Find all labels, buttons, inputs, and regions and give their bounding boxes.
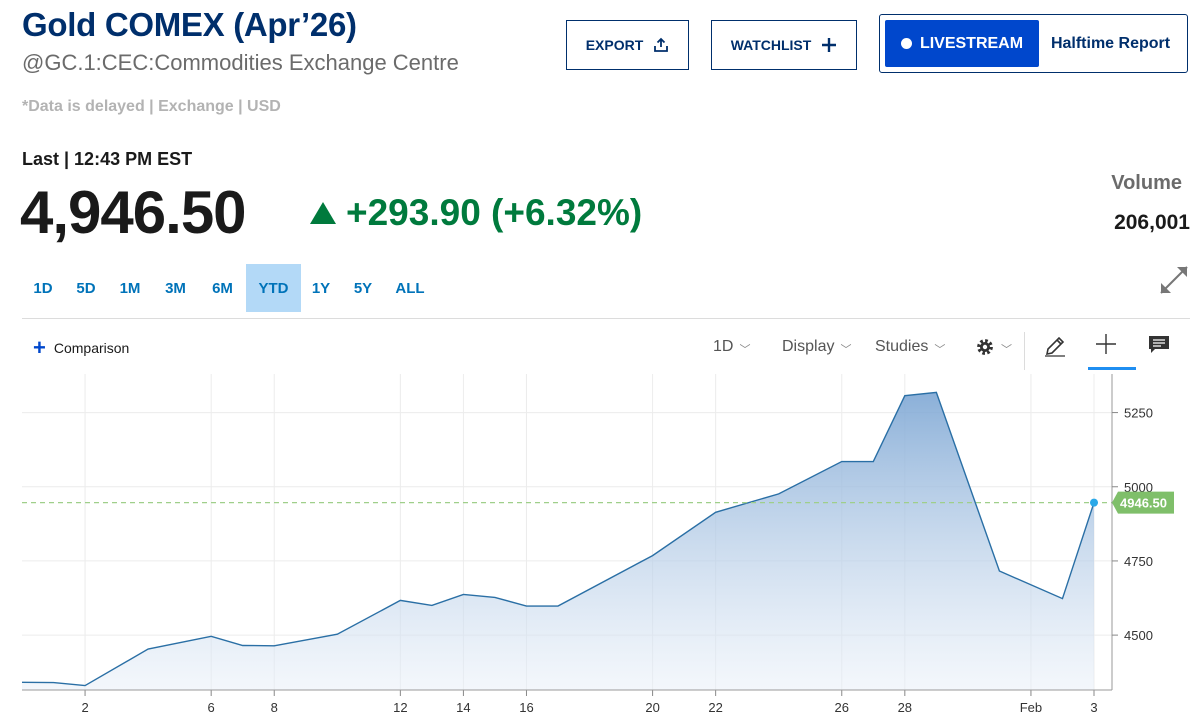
last-trade-label: Last | 12:43 PM EST [22,149,193,169]
display-label: Display [782,338,835,355]
export-button[interactable]: EXPORT [566,20,689,70]
studies-dropdown[interactable]: Studies ﹀ [875,337,945,357]
price-change: +293.90 (+6.32%) [346,192,643,233]
watchlist-label: WATCHLIST [730,37,812,53]
pencil-icon[interactable] [1043,334,1067,358]
volume-label: Volume [1111,172,1182,194]
last-price-tag-label: 4946.50 [1120,496,1167,511]
range-1m[interactable]: 1M [119,279,141,297]
halftime-report-link[interactable]: Halftime Report [1050,34,1171,52]
x-tick-label: 16 [519,700,533,715]
range-5d[interactable]: 5D [76,279,96,297]
x-tick-label: 12 [393,700,407,715]
interval-dropdown[interactable]: 1D ﹀ [713,337,750,357]
gear-icon [977,339,993,355]
x-tick-label: 3 [1090,700,1097,715]
chevron-down-icon: ﹀ [1001,344,1012,356]
display-dropdown[interactable]: Display ﹀ [782,337,851,357]
expand-icon[interactable] [1158,264,1190,296]
page-title: Gold COMEX (Apr’26) [22,6,357,43]
up-arrow-icon [310,202,336,224]
range-selector: 1D 5D 1M 3M 6M YTD 1Y 5Y ALL [22,264,435,312]
x-tick-label: 22 [708,700,722,715]
active-tool-indicator [1088,367,1136,370]
livestream-button[interactable]: LIVESTREAM [885,20,1039,67]
range-5y[interactable]: 5Y [353,279,373,297]
last-price-tag [1112,491,1174,514]
livestream-label: LIVESTREAM [919,34,1024,52]
chevron-down-icon: ﹀ [840,344,852,356]
x-tick-label: Feb [1020,700,1042,715]
range-6m[interactable]: 6M [212,279,233,297]
crosshair-icon[interactable] [1095,333,1117,355]
x-tick-label: 28 [898,700,912,715]
studies-label: Studies [875,338,929,355]
x-tick-label: 8 [271,700,278,715]
x-tick-label: 6 [208,700,215,715]
plus-icon [822,38,837,52]
volume-value: 206,001 [1114,211,1190,234]
range-all[interactable]: ALL [395,279,425,297]
x-tick-label: 2 [81,700,88,715]
y-tick-label: 5250 [1124,406,1153,421]
export-label: EXPORT [585,37,644,53]
toolbar-separator [1024,332,1025,370]
symbol-subtitle: @GC.1:CEC:Commodities Exchange Centre [22,50,459,75]
price-area [22,392,1094,690]
price-line [21,391,1095,687]
watchlist-button[interactable]: WATCHLIST [711,20,857,70]
chevron-down-icon: ﹀ [739,344,751,356]
comment-icon[interactable] [1148,335,1170,355]
comparison-label: Comparison [53,340,130,356]
range-ytd[interactable]: YTD [246,264,301,312]
range-1d[interactable]: 1D [33,279,53,297]
x-tick-label: 14 [456,700,470,715]
live-dot-icon [900,38,912,49]
y-tick-label: 5000 [1124,480,1153,495]
share-icon [654,37,669,52]
plus-icon: + [33,335,46,360]
last-point-marker [1090,498,1098,507]
divider [22,318,1190,319]
last-price: 4,946.50 [20,179,247,246]
range-3m[interactable]: 3M [165,279,186,297]
x-tick-label: 26 [835,700,849,715]
range-1y[interactable]: 1Y [311,279,331,297]
x-tick-label: 20 [645,700,659,715]
comparison-button[interactable]: + Comparison [33,335,130,360]
settings-dropdown[interactable]: ﹀ [975,337,1012,357]
interval-label: 1D [713,338,734,355]
y-tick-label: 4750 [1124,554,1153,569]
livestream-group: LIVESTREAM Halftime Report [879,14,1188,73]
y-tick-label: 4500 [1124,628,1153,643]
chevron-down-icon: ﹀ [934,344,946,356]
delayed-note: *Data is delayed | Exchange | USD [22,98,281,115]
